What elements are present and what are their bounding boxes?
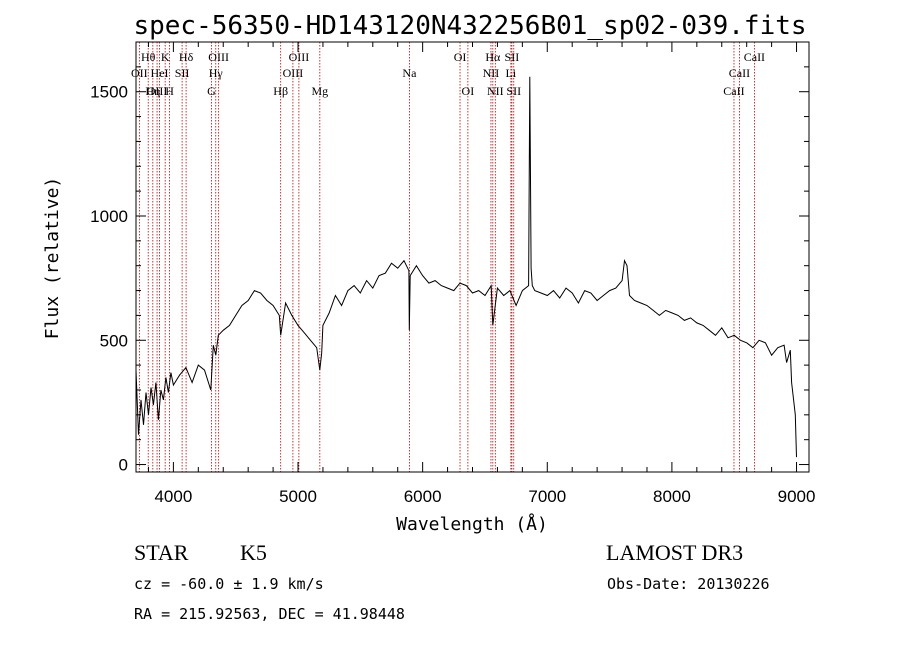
spectral-line-label: OI (462, 84, 475, 98)
spectrum-series (135, 76, 797, 458)
y-tick-label: 1000 (90, 207, 128, 226)
spectral-line-label: OIII (283, 66, 304, 80)
spectral-line-label: Hγ (209, 66, 224, 80)
y-axis-ticks: 0 500 1000 1500 (90, 66, 809, 475)
spectral-line-markers (138, 42, 755, 472)
x-tick-label: 5000 (279, 487, 317, 506)
spectral-line-label: H (165, 84, 174, 98)
y-tick-label: 0 (119, 456, 128, 475)
obs-date: Obs-Date: 20130226 (607, 575, 770, 593)
spectral-line-label: G (207, 84, 216, 98)
spectral-line-label: Mg (311, 84, 328, 98)
y-axis-label: Flux (relative) (42, 177, 63, 340)
spectral-line-label: Hβ (273, 84, 288, 98)
spectral-line-label: CaII (729, 66, 750, 80)
ra-dec: RA = 215.92563, DEC = 41.98448 (134, 605, 405, 623)
chart-title: spec-56350-HD143120N432256B01_sp02-039.f… (133, 11, 806, 41)
spectral-line-label: OIII (147, 84, 168, 98)
y-tick-label: 500 (100, 331, 128, 350)
spectral-line-label: SII (175, 66, 190, 80)
x-tick-label: 7000 (528, 487, 566, 506)
spectral-line-label: OIII (289, 50, 310, 64)
spectral-line-label: NII (483, 66, 500, 80)
x-tick-label: 8000 (653, 487, 691, 506)
spectral-line-label: OII (131, 66, 148, 80)
spectral-line-label: Hα (485, 50, 501, 64)
x-axis-ticks: 4000 5000 6000 7000 8000 9000 (147, 42, 816, 506)
x-tick-label: 4000 (154, 487, 192, 506)
spectral-line-label: Hδ (179, 50, 194, 64)
object-class: STAR (134, 540, 189, 565)
object-subclass: K5 (240, 540, 267, 565)
plot-frame (135, 41, 810, 473)
y-tick-label: 1500 (90, 83, 128, 102)
redshift-cz: cz = -60.0 ± 1.9 km/s (134, 575, 324, 593)
spectral-line-label: HeI (151, 66, 169, 80)
spectral-line-label: Na (402, 66, 417, 80)
spectral-line-label: Hη (145, 84, 160, 98)
spectral-line-label: CaII (723, 84, 744, 98)
spectral-line-label: NII (487, 84, 504, 98)
spectral-line-label: K (161, 50, 170, 64)
spectral-line-label: OIII (208, 50, 229, 64)
x-axis-label: Wavelength (Å) (396, 513, 548, 535)
spectral-line-label: SII (505, 50, 520, 64)
x-tick-label: 6000 (404, 487, 442, 506)
spectral-line-label: SII (506, 84, 521, 98)
spectral-line-label: OI (454, 50, 467, 64)
survey-name: LAMOST DR3 (606, 540, 743, 565)
spectral-line-label: Li (506, 66, 517, 80)
spectral-line-label: CaII (744, 50, 765, 64)
spectral-line-label: Hθ (141, 50, 156, 64)
x-tick-label: 9000 (778, 487, 816, 506)
